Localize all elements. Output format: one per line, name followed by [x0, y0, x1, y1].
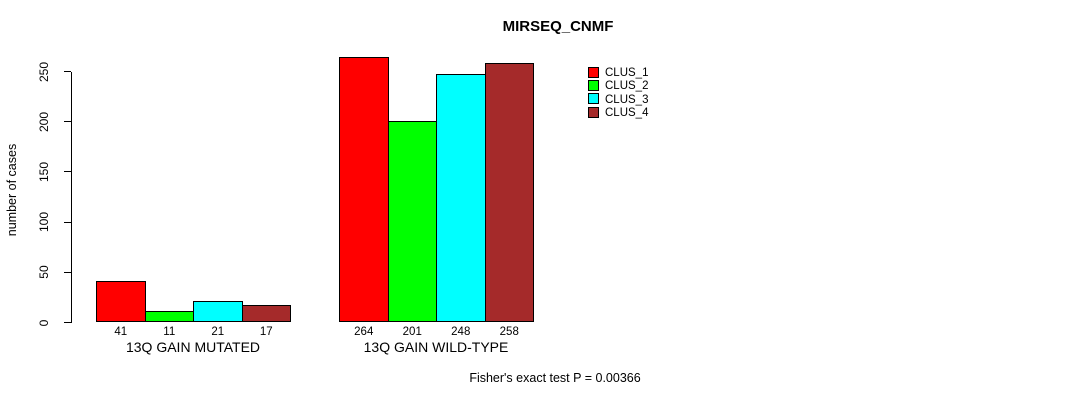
legend-label-clus_4: CLUS_4	[605, 107, 649, 120]
y-axis-tick-label: 200	[37, 111, 51, 132]
y-axis-tick	[64, 271, 71, 273]
bar-value-label: 41	[114, 326, 128, 338]
y-axis-tick	[64, 121, 71, 123]
bar-clus_2-mutated	[144, 311, 194, 323]
y-axis-tick-label: 50	[37, 265, 51, 279]
legend-label-clus_2: CLUS_2	[605, 80, 649, 93]
bar-value-label: 201	[402, 326, 422, 338]
bar-clus_2-wild-type	[387, 120, 437, 323]
category-label: 13Q GAIN WILD-TYPE	[363, 339, 509, 355]
y-axis-label: number of cases	[5, 143, 19, 237]
bar-value-label: 264	[354, 326, 374, 338]
y-axis-tick	[64, 221, 71, 223]
bar-clus_3-mutated	[193, 301, 243, 323]
bar-value-label: 258	[499, 326, 519, 338]
category-label: 13Q GAIN MUTATED	[125, 339, 261, 355]
bar-value-label: 21	[211, 326, 225, 338]
bar-value-label: 248	[451, 326, 471, 338]
annotation-fisher-test: Fisher's exact test P = 0.00366	[469, 371, 641, 385]
y-axis-tick	[64, 171, 71, 173]
legend-label-clus_1: CLUS_1	[605, 67, 649, 79]
bar-value-label: 17	[259, 326, 273, 338]
bar-clus_1-wild-type	[339, 57, 389, 323]
bar-clus_3-wild-type	[436, 73, 486, 323]
y-axis-tick-label: 150	[37, 161, 51, 182]
y-axis-tick-label: 0	[37, 319, 51, 326]
legend-label-clus_3: CLUS_3	[605, 93, 649, 106]
bar-clus_1-mutated	[96, 281, 146, 323]
bar-value-label: 11	[163, 326, 176, 338]
legend-swatch-clus_4	[588, 106, 599, 118]
legend-swatch-clus_2	[588, 79, 599, 91]
chart-title: MIRSEQ_CNMF	[502, 18, 614, 35]
legend-swatch-clus_1	[588, 66, 599, 78]
y-axis-tick	[64, 71, 71, 72]
bar-clus_4-wild-type	[484, 63, 534, 323]
y-axis-line	[71, 71, 72, 323]
y-axis-tick-label: 100	[37, 212, 51, 233]
y-axis-tick	[64, 322, 71, 323]
bar-clus_4-mutated	[241, 305, 291, 323]
y-axis-tick-label: 250	[37, 61, 51, 82]
legend-swatch-clus_3	[588, 93, 599, 105]
